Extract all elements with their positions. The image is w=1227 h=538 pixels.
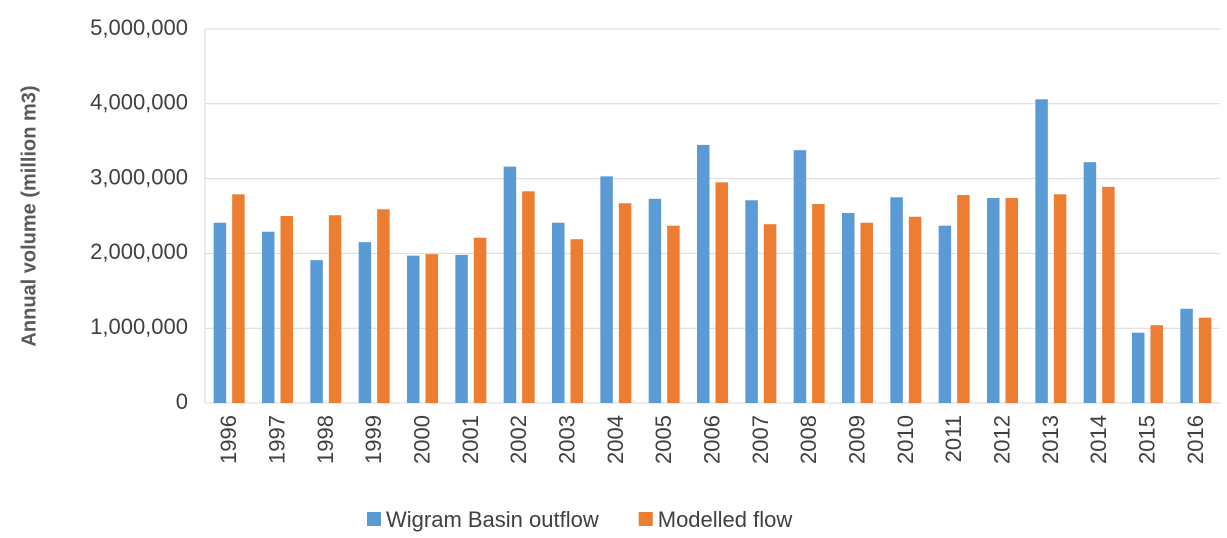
x-tick-label: 2003 — [555, 415, 580, 464]
bar — [648, 198, 662, 403]
bar — [1198, 317, 1212, 403]
bar — [1035, 99, 1048, 403]
y-tick-label: 2,000,000 — [90, 239, 188, 264]
x-tick-label: 2012 — [990, 415, 1015, 464]
bar — [600, 176, 613, 403]
bar — [908, 216, 922, 403]
bar — [570, 239, 583, 403]
bar — [1132, 332, 1145, 403]
bar — [938, 225, 952, 403]
bar — [1053, 194, 1067, 403]
bar — [1180, 308, 1193, 403]
bar — [425, 254, 438, 403]
bar — [213, 222, 227, 403]
x-tick-label: 2008 — [796, 415, 821, 464]
y-tick-label: 3,000,000 — [90, 164, 188, 189]
x-tick-label: 1998 — [313, 415, 338, 464]
y-axis-label: Annual volume (million m3) — [18, 85, 40, 346]
x-tick-label: 2010 — [893, 415, 918, 464]
bar — [745, 200, 758, 403]
x-tick-label: 2002 — [506, 415, 531, 464]
bar — [522, 191, 535, 403]
bar — [1150, 325, 1163, 403]
bar — [987, 198, 1000, 403]
x-tick-label: 1996 — [216, 415, 241, 464]
bar — [455, 254, 468, 403]
bar — [280, 216, 293, 403]
bar — [1083, 162, 1097, 403]
x-tick-label: 2001 — [458, 415, 483, 464]
bar — [860, 222, 873, 403]
x-tick-label: 2004 — [603, 415, 628, 464]
y-tick-label: 4,000,000 — [90, 90, 188, 115]
bar — [715, 182, 728, 403]
bar — [618, 203, 632, 403]
bar — [358, 242, 372, 403]
bar — [232, 194, 245, 403]
bar — [842, 213, 855, 403]
bar — [957, 195, 970, 403]
legend-label: Wigram Basin outflow — [386, 507, 599, 532]
x-tick-label: 1997 — [265, 415, 290, 464]
legend-swatch — [367, 512, 381, 526]
bar — [812, 204, 825, 403]
y-tick-label: 0 — [176, 389, 188, 414]
bar — [377, 209, 390, 403]
bar — [1102, 186, 1115, 403]
x-tick-label: 2005 — [651, 415, 676, 464]
bar — [667, 225, 680, 403]
x-tick-label: 2000 — [410, 415, 435, 464]
bar — [552, 222, 565, 403]
bar — [1005, 198, 1018, 403]
x-tick-label: 2013 — [1038, 415, 1063, 464]
legend-label: Modelled flow — [658, 507, 793, 532]
x-tick-label: 1999 — [361, 415, 386, 464]
bar — [697, 144, 710, 403]
x-tick-label: 2014 — [1086, 415, 1111, 464]
x-tick-label: 2016 — [1183, 415, 1208, 464]
x-tick-label: 2011 — [941, 415, 966, 462]
x-tick-label: 2007 — [748, 415, 773, 464]
bar — [407, 255, 420, 403]
x-tick-label: 2015 — [1135, 415, 1160, 464]
bar — [793, 150, 807, 403]
x-tick-label: 2009 — [845, 415, 870, 464]
bar — [310, 260, 323, 403]
bar — [763, 224, 777, 403]
bar — [262, 231, 275, 403]
bar — [473, 237, 487, 403]
y-tick-label: 5,000,000 — [90, 15, 188, 40]
bar — [503, 166, 517, 403]
x-tick-label: 2006 — [700, 415, 725, 464]
legend-swatch — [638, 512, 653, 526]
bar — [890, 197, 903, 403]
bar — [328, 215, 342, 403]
y-tick-label: 1,000,000 — [90, 314, 188, 339]
